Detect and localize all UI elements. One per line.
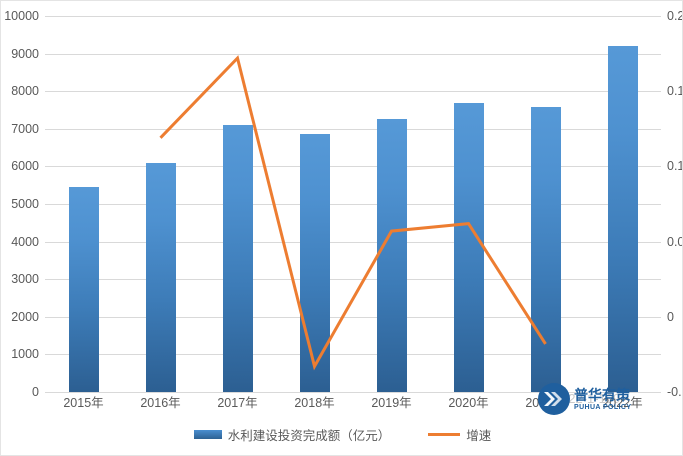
bar[interactable]	[222, 125, 253, 392]
y-axis-left-tick: 3000	[11, 272, 39, 287]
gridline	[45, 392, 661, 393]
gridline	[45, 16, 661, 17]
y-axis-right-tick: 0.05	[667, 234, 682, 249]
y-axis-left-tick: 0	[32, 385, 39, 399]
bar[interactable]	[453, 102, 484, 392]
y-axis-right-tick: -0.05	[667, 385, 682, 399]
bar[interactable]	[607, 46, 638, 392]
y-axis-left-tick: 2000	[11, 309, 39, 324]
line-swatch-icon	[428, 433, 461, 436]
y-axis-right-tick: 0.15	[667, 84, 682, 99]
line-series	[159, 55, 547, 371]
y-axis-left-tick: 4000	[11, 234, 39, 249]
x-axis-tick: 2018年	[294, 396, 335, 410]
legend-item-bar[interactable]: 水利建设投资完成额（亿元）	[193, 425, 391, 444]
y-axis-right-tick: 0.2	[667, 9, 683, 23]
x-axis-tick: 2021年	[525, 396, 566, 410]
y-axis-left-tick: 7000	[11, 121, 39, 136]
gridline	[45, 91, 661, 93]
x-axis-tick: 2022年	[602, 396, 643, 410]
legend-item-line[interactable]: 增速	[428, 425, 491, 444]
legend-label-bar: 水利建设投资完成额（亿元）	[227, 429, 391, 443]
gridline	[45, 279, 661, 281]
y-axis-left: 0 1000 2000 3000 4000 5000 6000 7000 8000 9000 100…	[1, 1, 39, 455]
bar[interactable]	[68, 187, 99, 392]
bar[interactable]	[376, 119, 407, 392]
y-axis-right-tick: 0	[667, 309, 674, 324]
y-axis-left-tick: 5000	[11, 197, 39, 211]
x-axis-tick: 2016年	[140, 396, 181, 410]
x-axis-tick: 2017年	[217, 396, 258, 410]
gridline	[45, 241, 661, 243]
gridline	[45, 53, 661, 55]
legend-label-line: 增速	[466, 429, 492, 443]
y-axis-left-tick: 6000	[11, 159, 39, 174]
gridline	[45, 128, 661, 130]
bar-swatch-icon	[193, 430, 222, 439]
growth-rate-polyline	[159, 55, 547, 371]
y-axis-left-tick: 9000	[11, 46, 39, 61]
gridline	[45, 166, 661, 168]
y-axis-right-tick: 0.1	[667, 159, 683, 174]
gridline	[45, 316, 661, 318]
gridline	[45, 354, 661, 356]
x-axis-tick: 2015年	[63, 396, 104, 410]
x-axis-tick: 2020年	[448, 396, 489, 410]
y-axis-left-tick: 10000	[4, 9, 39, 23]
y-axis-left-tick: 1000	[11, 347, 39, 362]
x-axis-tick: 2019年	[371, 396, 412, 410]
bar[interactable]	[530, 107, 561, 392]
y-axis-right: -0.05 0 0.05 0.1 0.15 0.2	[667, 1, 683, 455]
x-axis: 2015年 2016年 2017年 2018年 2019年 2020年 2021年 2022年	[45, 395, 661, 419]
gridline	[45, 204, 661, 205]
plot-area	[45, 16, 661, 393]
chart-legend: 水利建设投资完成额（亿元） 增速	[1, 425, 682, 444]
y-axis-left-tick: 8000	[11, 84, 39, 99]
bar[interactable]	[145, 162, 176, 392]
